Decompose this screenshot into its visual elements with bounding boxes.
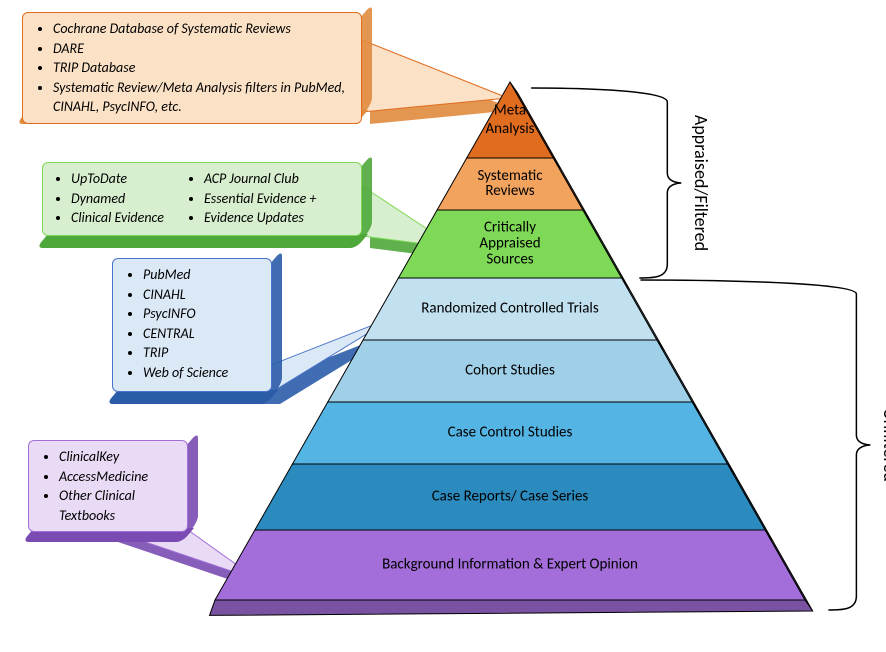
pyramid-label-meta-0: Meta bbox=[494, 101, 526, 119]
callout-item: PubMed bbox=[143, 265, 261, 285]
callout-box-purple: ClinicalKeyAccessMedicineOther Clinical … bbox=[28, 440, 188, 532]
callout-item: Clinical Evidence bbox=[71, 208, 164, 228]
callout-item: TRIP bbox=[143, 343, 261, 363]
pyramid-label-cas-2: Sources bbox=[486, 251, 533, 269]
callout-item: Dynamed bbox=[71, 189, 164, 209]
callout-list-green-col0: UpToDateDynamedClinical Evidence bbox=[49, 169, 164, 228]
pyramid-label-casecontrol-0: Case Control Studies bbox=[448, 424, 573, 442]
pyramid-label-systematic-1: Reviews bbox=[485, 182, 534, 200]
callout-box-shadow-green bbox=[36, 234, 368, 248]
callout-item: AccessMedicine bbox=[59, 467, 177, 487]
pyramid-base-front-shade bbox=[210, 600, 813, 615]
callout-item: Other Clinical Textbooks bbox=[59, 486, 177, 525]
callout-box-green: UpToDateDynamedClinical Evidence ACP Jour… bbox=[42, 162, 362, 236]
callout-item: UpToDate bbox=[71, 169, 164, 189]
callout-list-blue: PubMedCINAHLPsycINFOCENTRALTRIPWeb of Sc… bbox=[119, 265, 261, 383]
bracket-label-filtered: Appraised/Filtered bbox=[690, 115, 712, 251]
pyramid-label-cohort-0: Cohort Studies bbox=[465, 362, 555, 380]
callout-box-orange: Cochrane Database of Systematic ReviewsD… bbox=[22, 12, 362, 124]
callout-item: DARE bbox=[53, 39, 351, 59]
callout-item: TRIP Database bbox=[53, 58, 351, 78]
callout-list-orange: Cochrane Database of Systematic ReviewsD… bbox=[29, 19, 351, 117]
callout-list-purple: ClinicalKeyAccessMedicineOther Clinical … bbox=[35, 447, 177, 525]
callout-item: CINAHL bbox=[143, 285, 261, 305]
pyramid-label-meta-1: Analysis bbox=[485, 120, 534, 138]
callout-list-green-col1: ACP Journal ClubEssential Evidence +Evid… bbox=[182, 169, 316, 228]
pyramid-label-bkg-0: Background Information & Expert Opinion bbox=[382, 556, 638, 574]
callout-item: Web of Science bbox=[143, 363, 261, 383]
callout-item: Cochrane Database of Systematic Reviews bbox=[53, 19, 351, 39]
pyramid-label-caseseries-0: Case Reports/ Case Series bbox=[432, 488, 589, 506]
pyramid-label-rct-0: Randomized Controlled Trials bbox=[421, 300, 599, 318]
callout-item: ACP Journal Club bbox=[204, 169, 316, 189]
callout-box-blue: PubMedCINAHLPsycINFOCENTRALTRIPWeb of Sc… bbox=[112, 258, 272, 392]
callout-box-shadow-blue bbox=[106, 390, 278, 404]
callout-item: Systematic Review/Meta Analysis filters … bbox=[53, 78, 351, 117]
callout-item: CENTRAL bbox=[143, 324, 261, 344]
callout-item: PsycINFO bbox=[143, 304, 261, 324]
callout-item: Essential Evidence + bbox=[204, 189, 316, 209]
bracket-label-unfiltered: Unfiltered bbox=[879, 408, 886, 482]
callout-item: ClinicalKey bbox=[59, 447, 177, 467]
callout-item: Evidence Updates bbox=[204, 208, 316, 228]
